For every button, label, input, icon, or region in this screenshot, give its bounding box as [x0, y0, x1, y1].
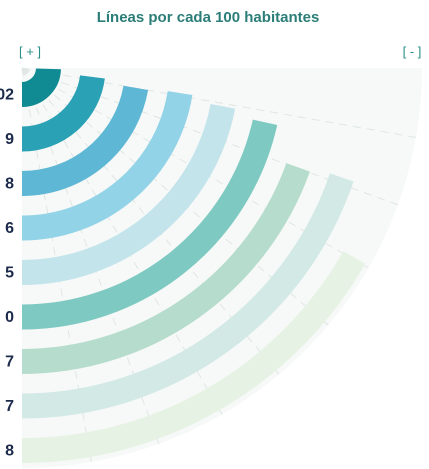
category-label: 02: [0, 87, 14, 104]
bar-arc: [21, 173, 354, 419]
category-label: 7: [5, 398, 14, 415]
start-label: [ + ]: [19, 44, 41, 59]
category-label: 5: [5, 265, 14, 282]
radial-guide: [21, 67, 417, 138]
category-label: 8: [5, 176, 14, 193]
bar-arc: [21, 119, 278, 330]
bar-arc: [21, 251, 366, 463]
category-label: 9: [5, 131, 14, 148]
bar-arc: [21, 67, 61, 107]
category-label: 8: [5, 443, 14, 460]
plot: 02 9 8 6 5 0 7 7 8: [0, 67, 366, 463]
category-label: 0: [5, 309, 14, 326]
end-label: [ - ]: [403, 44, 422, 59]
category-label: 6: [5, 220, 14, 237]
chart-title: Líneas por cada 100 habitantes: [97, 9, 320, 26]
bar-arc: [21, 85, 149, 196]
bar-arc: [21, 74, 105, 152]
bar-arc: [21, 90, 193, 241]
category-label: 7: [5, 354, 14, 371]
bar-arc: [21, 163, 310, 374]
bar-arc: [21, 103, 236, 285]
